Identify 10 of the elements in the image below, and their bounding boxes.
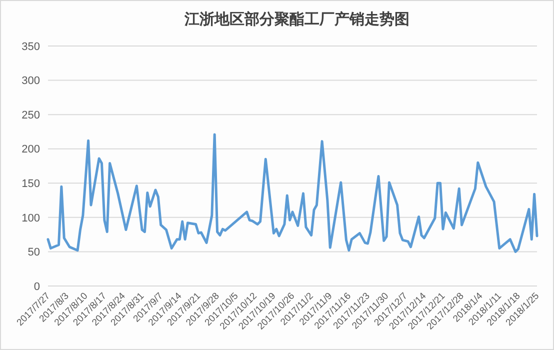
chart-title: 江浙地区部分聚酯工厂产销走势图: [184, 10, 410, 28]
y-tick-label: 0: [34, 280, 40, 293]
y-tick-label: 100: [22, 212, 40, 224]
y-tick-label: 350: [22, 40, 40, 53]
y-tick-label: 200: [22, 144, 40, 156]
y-tick-label: 50: [28, 246, 40, 259]
y-tick-label: 300: [22, 75, 40, 88]
y-tick-label: 150: [22, 178, 40, 190]
line-series: [46, 133, 538, 253]
y-tick-label: 250: [22, 109, 40, 122]
